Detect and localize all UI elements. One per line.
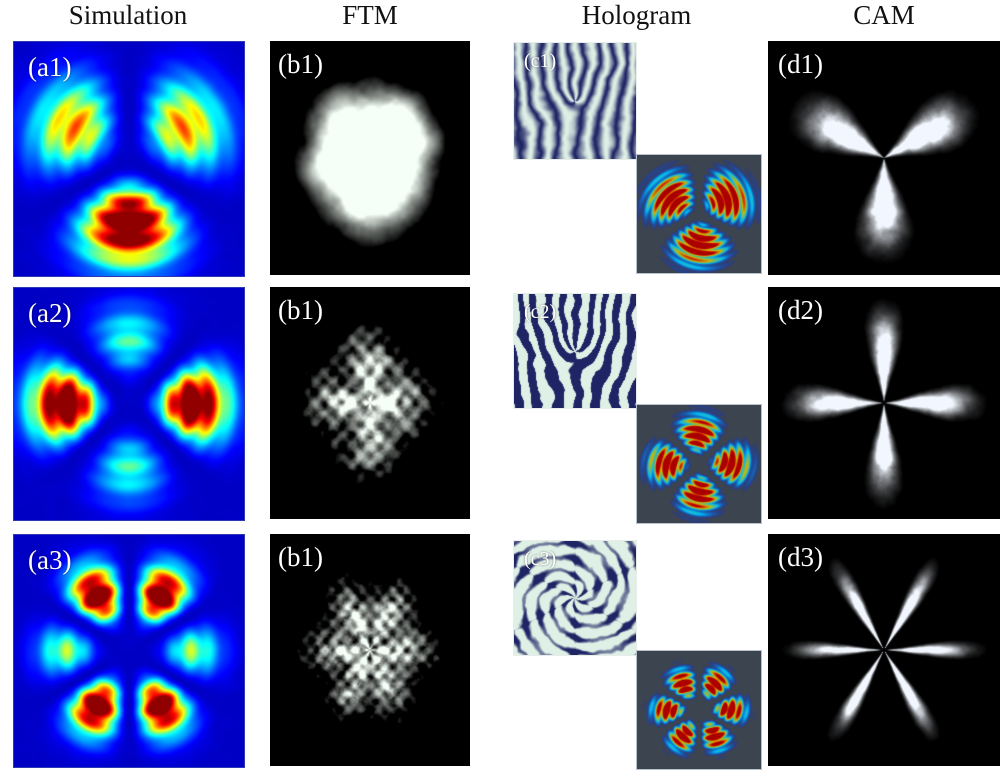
panel-image-b1r1	[270, 41, 470, 275]
panel-image-c1inset	[637, 155, 761, 273]
panel-a1: (a1)	[13, 41, 245, 277]
column-header-ftm: FTM	[342, 0, 398, 30]
panel-a2: (a2)	[13, 287, 245, 521]
column-header-hologram: Hologram	[581, 0, 692, 30]
panel-image-b1r2	[270, 287, 470, 519]
panel-c1: (c1)	[513, 42, 637, 160]
panel-c2inset	[636, 404, 762, 524]
panel-image-c2	[514, 294, 636, 408]
panel-image-c2inset	[637, 405, 761, 523]
panel-d1: (d1)	[768, 41, 1000, 275]
column-header-cam: CAM	[853, 0, 915, 30]
panel-b1r1: (b1)	[270, 41, 470, 275]
panel-c3: (c3)	[513, 540, 637, 656]
panel-image-b1r3	[270, 534, 470, 766]
panel-image-a2	[14, 288, 244, 520]
panel-image-d3	[768, 534, 1000, 766]
panel-image-c1	[514, 43, 636, 159]
panel-c2: (c2)	[513, 293, 637, 409]
panel-image-d1	[768, 41, 1000, 275]
panel-image-d2	[768, 287, 1000, 519]
column-header-simulation: Simulation	[68, 0, 188, 30]
panel-b1r3: (b1)	[270, 534, 470, 766]
panel-c1inset	[636, 154, 762, 274]
panel-image-c3inset	[637, 651, 761, 769]
panel-image-a3	[14, 535, 244, 767]
panel-a3: (a3)	[13, 534, 245, 768]
panel-d2: (d2)	[768, 287, 1000, 519]
panel-b1r2: (b1)	[270, 287, 470, 519]
panel-image-c3	[514, 541, 636, 655]
panel-image-a1	[14, 42, 244, 276]
panel-c3inset	[636, 650, 762, 770]
panel-d3: (d3)	[768, 534, 1000, 766]
